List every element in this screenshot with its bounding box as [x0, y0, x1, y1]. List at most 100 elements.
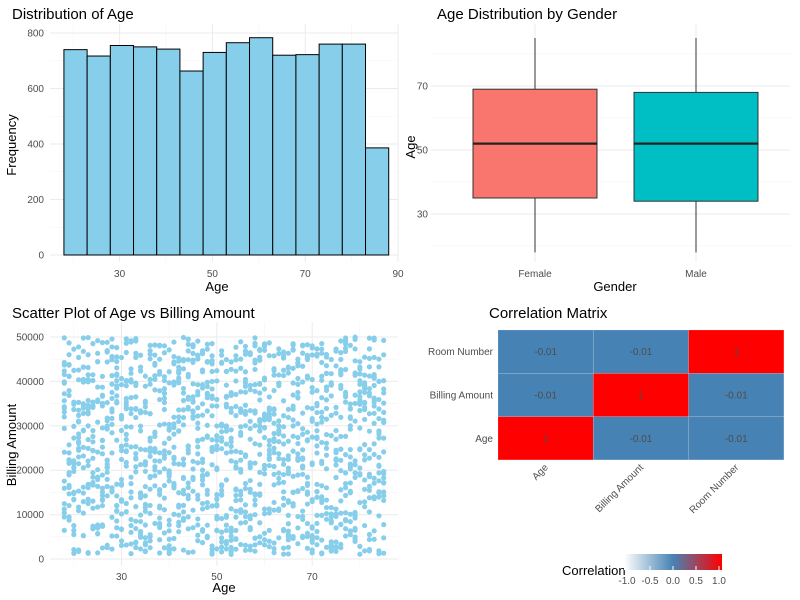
scatter-point — [85, 334, 91, 341]
histogram-title: Distribution of Age — [12, 6, 134, 23]
scatter-point — [61, 485, 67, 491]
scatter-point — [366, 536, 372, 543]
scatter-point — [242, 369, 249, 375]
scatter-point — [90, 455, 96, 461]
scatter-point — [376, 494, 382, 500]
scatter-point — [252, 423, 258, 429]
scatter-point — [300, 350, 306, 356]
scatter-point — [342, 389, 349, 395]
scatter-point — [309, 461, 315, 468]
scatter-point — [118, 456, 125, 463]
scatter-point — [371, 496, 377, 502]
scatter-point — [319, 414, 325, 421]
scatter-point — [90, 341, 96, 347]
scatter-point — [71, 464, 77, 471]
scatter-point — [300, 534, 306, 541]
scatter-point — [347, 401, 353, 407]
scatter-point — [233, 448, 239, 454]
scatter-point — [219, 544, 225, 550]
scatter-point — [285, 551, 291, 557]
scatter-point — [228, 443, 234, 449]
legend-tick-label: -0.5 — [641, 576, 659, 587]
scatter-point — [219, 421, 225, 427]
scatter-point — [76, 419, 82, 425]
scatter-point — [271, 550, 277, 556]
scatter-point — [261, 542, 268, 548]
scatter-point — [180, 456, 187, 462]
scatter-point — [204, 346, 210, 352]
scatter-point — [80, 405, 86, 411]
scatter-point — [161, 421, 168, 427]
legend-colorbar — [624, 554, 722, 570]
scatter-point — [257, 428, 263, 434]
histogram-bar — [365, 147, 390, 256]
scatter-point — [190, 525, 196, 531]
scatter-point — [362, 477, 368, 483]
scatter-point — [280, 424, 287, 430]
scatter-point — [266, 340, 272, 346]
scatter-point — [238, 339, 244, 345]
scatter-point — [195, 444, 201, 450]
scatter-point — [114, 358, 120, 365]
scatter-point — [333, 410, 339, 416]
scatter-point — [338, 510, 344, 516]
scatter-point — [71, 468, 77, 474]
scatter-point — [333, 363, 339, 369]
scatter-point — [147, 435, 153, 441]
scatter-point — [166, 449, 172, 456]
scatter-point — [80, 427, 86, 433]
scatter-point — [133, 382, 139, 389]
scatter-point — [114, 493, 120, 499]
scatter-point — [295, 394, 301, 400]
scatter-point — [314, 435, 320, 442]
scatter-point — [228, 405, 234, 411]
scatter-point — [228, 537, 234, 543]
scatter-point — [342, 345, 349, 351]
scatter-point — [252, 502, 258, 508]
scatter-point — [228, 458, 234, 464]
scatter-point — [362, 548, 368, 554]
scatter-point — [133, 544, 139, 551]
y-tick-label: 50 — [417, 146, 429, 157]
scatter-point — [161, 390, 168, 396]
y-tick-label: 800 — [27, 29, 44, 40]
scatter-point — [276, 346, 282, 352]
scatter-point — [123, 383, 129, 389]
scatter-point — [137, 428, 144, 434]
scatter-point — [228, 506, 234, 512]
scatter-point — [261, 511, 268, 517]
scatter-point — [76, 461, 82, 467]
scatter-point — [204, 535, 210, 541]
scatter-point — [257, 469, 263, 475]
scatter-point — [319, 483, 325, 489]
scatter-point — [128, 366, 134, 372]
scatter-point — [176, 490, 182, 496]
scatter-point — [295, 389, 301, 396]
scatter-point — [252, 343, 258, 349]
x-tick-label: 30 — [114, 269, 126, 280]
scatter-point — [80, 484, 86, 490]
scatter-point — [342, 470, 349, 476]
scatter-point — [71, 423, 77, 429]
scatter-point — [133, 504, 139, 510]
scatter-point — [142, 501, 148, 507]
scatter-point — [285, 471, 291, 477]
scatter-point — [290, 433, 296, 439]
scatter-point — [338, 498, 344, 504]
scatter-point — [362, 354, 368, 360]
scatter-point — [238, 449, 244, 456]
scatter-point — [295, 488, 301, 494]
scatter-point — [142, 542, 148, 548]
heatmap-cells: 1 -0.01 -0.01 -0.01 1 -0.01 -0.01 -0.01 1 — [497, 329, 785, 461]
scatter-point — [195, 492, 201, 498]
scatter-point — [142, 493, 148, 499]
scatter-point — [319, 350, 325, 356]
scatter-point — [357, 378, 363, 384]
scatter-point — [257, 416, 263, 423]
scatter-point — [261, 471, 268, 477]
scatter-point — [342, 485, 349, 491]
scatter-point — [352, 462, 358, 468]
scatter-point — [252, 382, 258, 388]
scatter-point — [247, 382, 253, 388]
